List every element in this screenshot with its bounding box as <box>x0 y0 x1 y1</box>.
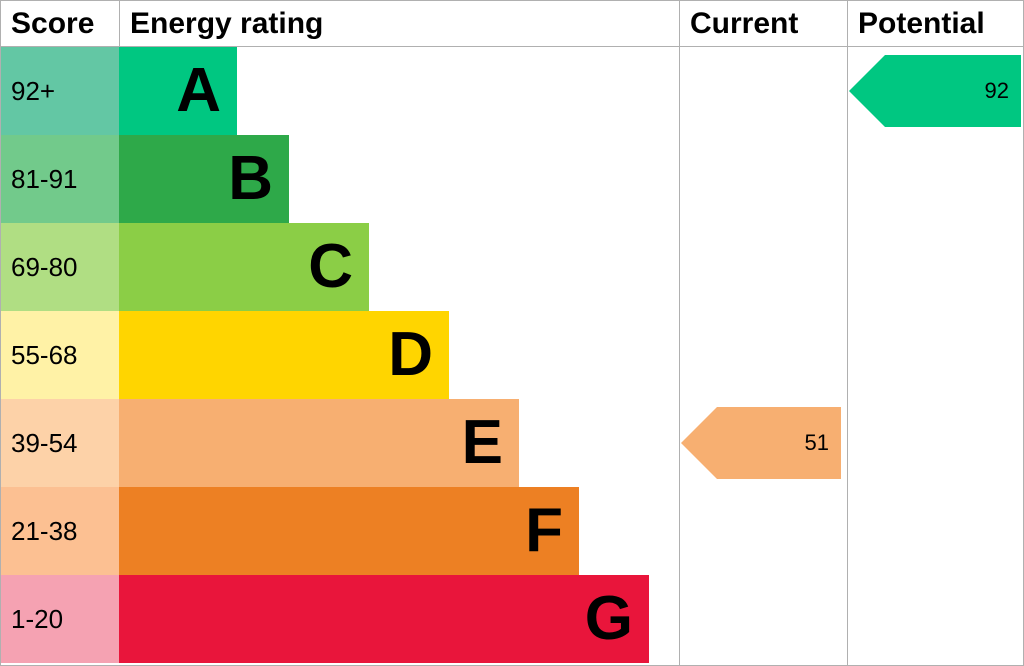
score-cell-C: 69-80 <box>1 223 119 311</box>
band-C: 69-80 C <box>1 223 679 311</box>
score-cell-G: 1-20 <box>1 575 119 663</box>
band-D: 55-68 D <box>1 311 679 399</box>
energy-rating-chart: Score Energy rating Current Potential 92… <box>0 0 1024 666</box>
current-marker: 51 <box>681 407 841 479</box>
rating-bar-C: C <box>119 223 369 311</box>
rating-letter-D: D <box>388 324 433 386</box>
rating-letter-C: C <box>308 236 353 298</box>
potential-marker: 92 <box>849 55 1021 127</box>
potential-value: 92 <box>985 78 1009 104</box>
band-A: 92+ A <box>1 47 679 135</box>
header-rating: Energy rating <box>119 1 679 46</box>
rating-bar-B: B <box>119 135 289 223</box>
rating-bar-E: E <box>119 399 519 487</box>
rating-letter-A: A <box>176 60 221 122</box>
score-cell-B: 81-91 <box>1 135 119 223</box>
band-E: 39-54 E <box>1 399 679 487</box>
band-B: 81-91 B <box>1 135 679 223</box>
header-row: Score Energy rating Current Potential <box>1 1 1023 47</box>
rating-letter-G: G <box>585 588 633 650</box>
separator-current <box>679 47 680 665</box>
rating-bar-G: G <box>119 575 649 663</box>
rating-letter-B: B <box>228 148 273 210</box>
rating-letter-E: E <box>462 412 503 474</box>
band-F: 21-38 F <box>1 487 679 575</box>
header-potential: Potential <box>847 1 1023 46</box>
rating-letter-F: F <box>525 500 563 562</box>
header-score: Score <box>1 1 119 46</box>
rating-bar-F: F <box>119 487 579 575</box>
score-cell-E: 39-54 <box>1 399 119 487</box>
header-current: Current <box>679 1 847 46</box>
band-G: 1-20 G <box>1 575 679 663</box>
rating-bar-A: A <box>119 47 237 135</box>
score-cell-D: 55-68 <box>1 311 119 399</box>
score-cell-F: 21-38 <box>1 487 119 575</box>
chart-body: 92+A81-91B69-80C55-68D39-54E21-38F1-20G … <box>1 47 1023 665</box>
score-cell-A: 92+ <box>1 47 119 135</box>
separator-potential <box>847 47 848 665</box>
rating-bar-D: D <box>119 311 449 399</box>
current-value: 51 <box>805 430 829 456</box>
